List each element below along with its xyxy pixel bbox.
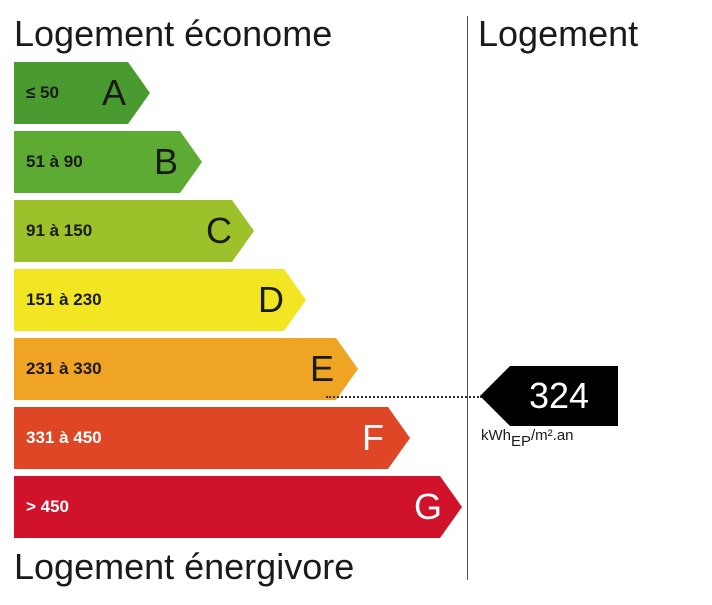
value-leader-line	[326, 396, 482, 398]
energy-class-arrow-shape	[14, 62, 150, 124]
energy-class-letter: E	[310, 348, 335, 389]
unit-main: kWh	[481, 427, 511, 444]
column-divider	[467, 16, 468, 580]
value-indicator-arrow	[480, 366, 618, 426]
energy-class-letter: G	[414, 486, 443, 527]
energy-class-e: 231 à 330 E	[14, 338, 358, 400]
energy-class-b: 51 à 90 B	[14, 131, 202, 193]
energy-class-g: > 450 G	[14, 476, 462, 538]
consumption-value: 324	[528, 375, 590, 416]
energy-class-letter: F	[362, 417, 384, 458]
economical-housing-label: Logement économe	[14, 13, 333, 54]
energy-class-letter: D	[258, 279, 284, 320]
energy-intensive-housing-label: Logement énergivore	[14, 546, 355, 587]
energy-class-range: > 450	[26, 497, 70, 516]
unit-subscript: EP	[511, 433, 532, 450]
energy-class-range: 151 à 230	[26, 290, 102, 309]
energy-class-arrow-shape	[14, 407, 410, 469]
energy-class-range: 91 à 150	[26, 221, 93, 240]
energy-class-letter: A	[102, 72, 127, 113]
energy-class-range: ≤ 50	[26, 83, 59, 102]
energy-class-arrow-shape	[14, 131, 202, 193]
energy-class-c: 91 à 150 C	[14, 200, 254, 262]
energy-class-range: 231 à 330	[26, 359, 102, 378]
housing-column-label: Logement	[478, 13, 639, 54]
energy-class-arrow-shape	[14, 476, 462, 538]
energy-class-f: 331 à 450 F	[14, 407, 410, 469]
energy-class-d: 151 à 230 D	[14, 269, 306, 331]
energy-class-a: ≤ 50 A	[14, 62, 150, 124]
consumption-unit: kWhEP/m².an	[481, 427, 574, 450]
energy-class-range: 331 à 450	[26, 428, 102, 447]
energy-class-letter: B	[154, 141, 179, 182]
energy-class-arrow-shape	[14, 269, 306, 331]
energy-class-range: 51 à 90	[26, 152, 83, 171]
unit-tail: /m².an	[531, 427, 574, 444]
energy-class-arrow-shape	[14, 338, 358, 400]
energy-class-arrow-shape	[14, 200, 254, 262]
energy-class-letter: C	[206, 210, 232, 251]
